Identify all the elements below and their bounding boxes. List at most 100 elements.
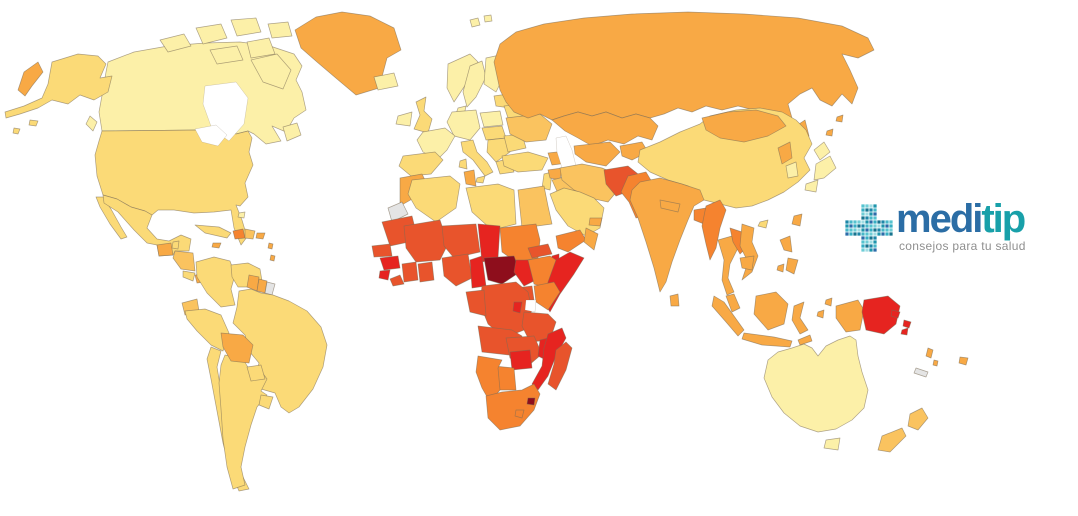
region-solomon-islands	[902, 319, 912, 329]
region-canada-arctic	[209, 45, 244, 65]
region-central-europe	[446, 109, 481, 141]
great-lakes	[194, 124, 228, 147]
region-mongolia	[701, 109, 787, 143]
region-indonesia-sulawesi	[791, 301, 809, 335]
region-russia	[493, 11, 875, 151]
region-svalbard	[483, 14, 493, 23]
region-taiwan	[791, 213, 803, 227]
region-alaska	[28, 119, 39, 127]
region-mali	[403, 219, 449, 263]
region-cote-divoire	[401, 261, 419, 283]
region-lesser-antilles	[267, 242, 274, 250]
region-italy	[460, 139, 494, 177]
region-puerto-rico	[255, 232, 266, 240]
region-canada	[282, 122, 302, 142]
region-canada-arctic	[230, 17, 262, 37]
region-indonesia-moluccas	[816, 309, 825, 319]
region-turkey	[501, 151, 549, 173]
region-senegal	[371, 243, 393, 258]
region-mozambique	[531, 327, 567, 391]
region-kenya	[533, 281, 561, 311]
region-lesotho	[514, 409, 525, 419]
region-vietnam	[739, 223, 759, 281]
region-french-guiana	[264, 281, 276, 296]
region-indonesia-sumatra	[711, 295, 745, 337]
logo-brand-secondary: tip	[981, 197, 1026, 241]
region-dominican-republic	[244, 228, 256, 240]
region-uae	[588, 217, 603, 227]
region-new-zealand	[907, 407, 929, 431]
region-malaysia	[725, 293, 741, 313]
region-liberia	[389, 274, 405, 287]
region-poland	[479, 110, 504, 128]
region-nigeria	[441, 253, 473, 287]
region-canada	[85, 115, 98, 132]
region-peru	[184, 308, 230, 352]
logo-wordmark: meditip	[896, 199, 1026, 239]
region-guinea	[379, 255, 401, 271]
region-guatemala	[156, 242, 174, 257]
region-mexico	[95, 196, 128, 240]
region-uzbek-turkmen	[573, 141, 621, 167]
region-vanuatu	[925, 347, 934, 359]
region-zimbabwe	[509, 349, 533, 371]
region-sri-lanka	[669, 293, 680, 307]
region-nepal	[659, 199, 681, 213]
region-algeria	[407, 175, 461, 223]
region-czech-hungary	[481, 125, 507, 141]
region-chile	[206, 346, 250, 492]
region-papua-new-guinea	[861, 295, 901, 335]
region-solomon-islands	[890, 309, 901, 319]
region-china-hainan	[757, 219, 769, 229]
region-madagascar	[547, 341, 573, 391]
region-india	[629, 177, 705, 293]
region-egypt	[517, 185, 553, 229]
region-kazakhstan	[551, 111, 659, 147]
region-jamaica	[211, 242, 222, 249]
region-philippines	[776, 263, 785, 273]
region-niger	[441, 223, 481, 259]
region-italy	[475, 175, 486, 184]
logo-brand-primary: medi	[896, 197, 983, 241]
region-japan	[813, 141, 831, 161]
region-yemen	[555, 229, 587, 253]
region-philippines	[785, 257, 799, 275]
region-lesser-antilles	[269, 254, 276, 262]
region-france	[416, 127, 456, 161]
region-indonesia-borneo	[753, 291, 789, 331]
region-australia	[763, 335, 869, 433]
region-iceland	[373, 72, 399, 91]
lake-victoria	[524, 299, 537, 313]
region-svalbard	[469, 17, 481, 28]
region-eswatini	[526, 397, 536, 406]
region-new-caledonia	[913, 367, 929, 378]
region-philippines	[779, 235, 793, 253]
region-japan	[813, 155, 837, 181]
region-honduras-nicaragua	[172, 250, 196, 272]
region-sweden	[462, 60, 487, 108]
region-belize	[171, 240, 180, 250]
region-russia-kurils	[835, 114, 844, 123]
region-australia-tasmania	[823, 437, 841, 451]
region-eritrea	[527, 243, 553, 259]
region-mexico	[102, 194, 192, 257]
region-japan	[804, 179, 819, 193]
region-cambodia	[739, 255, 755, 271]
region-russia-kurils	[825, 128, 834, 137]
region-tunisia	[463, 169, 477, 187]
region-papua-new-guinea	[900, 327, 909, 336]
region-libya	[465, 183, 517, 231]
region-ghana	[417, 261, 435, 283]
region-indonesia-moluccas	[824, 297, 833, 307]
region-indonesia-java	[741, 332, 793, 348]
meditip-cross-icon	[845, 204, 893, 252]
region-western-sahara	[387, 201, 409, 223]
region-canada-arctic	[250, 53, 292, 90]
region-canada-arctic	[267, 21, 293, 39]
region-ireland	[395, 111, 413, 127]
region-uk	[413, 96, 433, 134]
region-italy	[458, 158, 468, 170]
region-canada-arctic	[246, 37, 276, 59]
